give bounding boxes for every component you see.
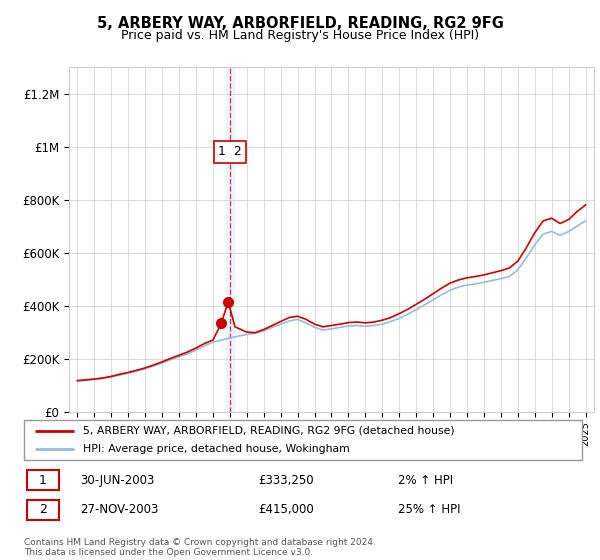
Text: 25% ↑ HPI: 25% ↑ HPI bbox=[398, 503, 460, 516]
Text: HPI: Average price, detached house, Wokingham: HPI: Average price, detached house, Woki… bbox=[83, 445, 349, 454]
Text: Price paid vs. HM Land Registry's House Price Index (HPI): Price paid vs. HM Land Registry's House … bbox=[121, 29, 479, 42]
Text: £415,000: £415,000 bbox=[259, 503, 314, 516]
Text: Contains HM Land Registry data © Crown copyright and database right 2024.
This d: Contains HM Land Registry data © Crown c… bbox=[24, 538, 376, 557]
Text: 2: 2 bbox=[39, 503, 47, 516]
Bar bbox=[226, 67, 234, 412]
Text: 5, ARBERY WAY, ARBORFIELD, READING, RG2 9FG (detached house): 5, ARBERY WAY, ARBORFIELD, READING, RG2 … bbox=[83, 426, 454, 436]
Text: 1: 1 bbox=[39, 474, 47, 487]
Text: £333,250: £333,250 bbox=[259, 474, 314, 487]
Text: 27-NOV-2003: 27-NOV-2003 bbox=[80, 503, 158, 516]
Text: 2% ↑ HPI: 2% ↑ HPI bbox=[398, 474, 453, 487]
Text: 5, ARBERY WAY, ARBORFIELD, READING, RG2 9FG: 5, ARBERY WAY, ARBORFIELD, READING, RG2 … bbox=[97, 16, 503, 31]
Text: 1  2: 1 2 bbox=[218, 146, 242, 158]
Text: 30-JUN-2003: 30-JUN-2003 bbox=[80, 474, 154, 487]
FancyBboxPatch shape bbox=[27, 470, 59, 490]
FancyBboxPatch shape bbox=[27, 500, 59, 520]
